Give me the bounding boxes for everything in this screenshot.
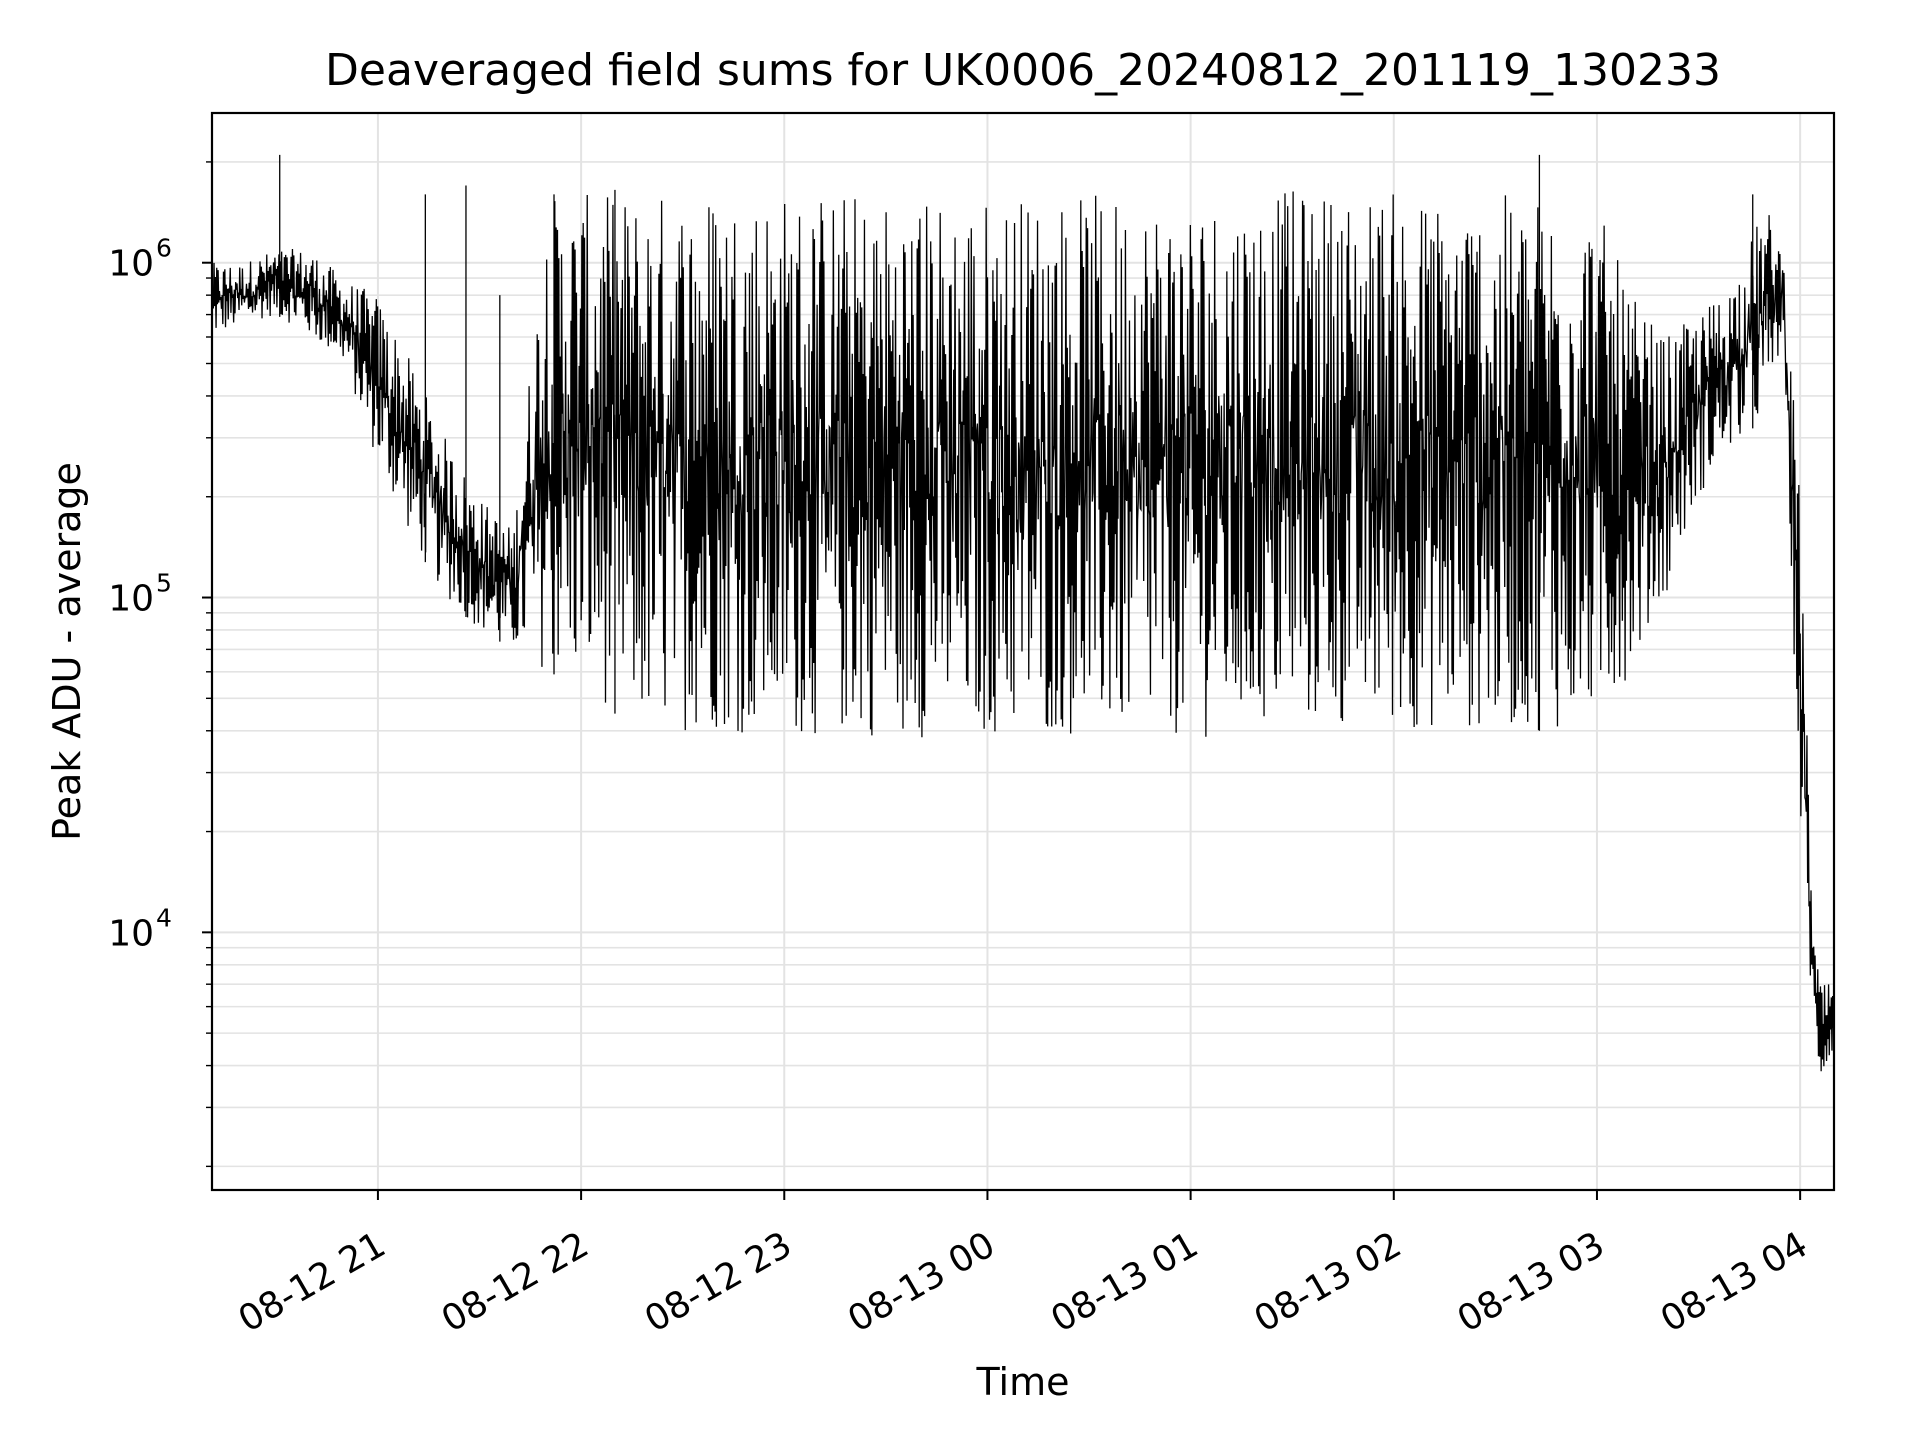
x-axis-title: Time [976, 1360, 1070, 1404]
y-tick-base: 10 [108, 913, 154, 954]
x-tick-label: 08-13 03 [1451, 1224, 1612, 1340]
x-tick-label: 08-13 01 [1044, 1224, 1205, 1340]
y-tick-exponent: 4 [156, 903, 172, 932]
y-tick-base: 10 [108, 579, 154, 620]
x-tick-label: 08-13 04 [1654, 1224, 1815, 1340]
y-tick-label: 10 [108, 579, 154, 620]
y-tick-label: 10 [108, 913, 154, 954]
y-axis-title: Peak ADU - average [45, 462, 89, 841]
data-series [212, 154, 1834, 1072]
y-tick-exponent: 6 [156, 234, 172, 263]
plot-frame [210, 111, 1836, 1192]
y-tick-label: 10 [108, 244, 154, 285]
chart-title: Deaveraged field sums for UK0006_2024081… [325, 45, 1721, 96]
y-tick-base: 10 [108, 244, 154, 285]
series-line [212, 191, 1834, 1072]
x-tick-label: 08-12 23 [638, 1224, 799, 1340]
grid-lines [212, 113, 1834, 1190]
x-tick-label: 08-12 22 [435, 1224, 596, 1340]
x-tick-label: 08-13 00 [841, 1224, 1002, 1340]
x-tick-label: 08-12 21 [232, 1224, 393, 1340]
x-tick-label: 08-13 02 [1248, 1224, 1409, 1340]
y-tick-exponent: 5 [156, 569, 172, 598]
